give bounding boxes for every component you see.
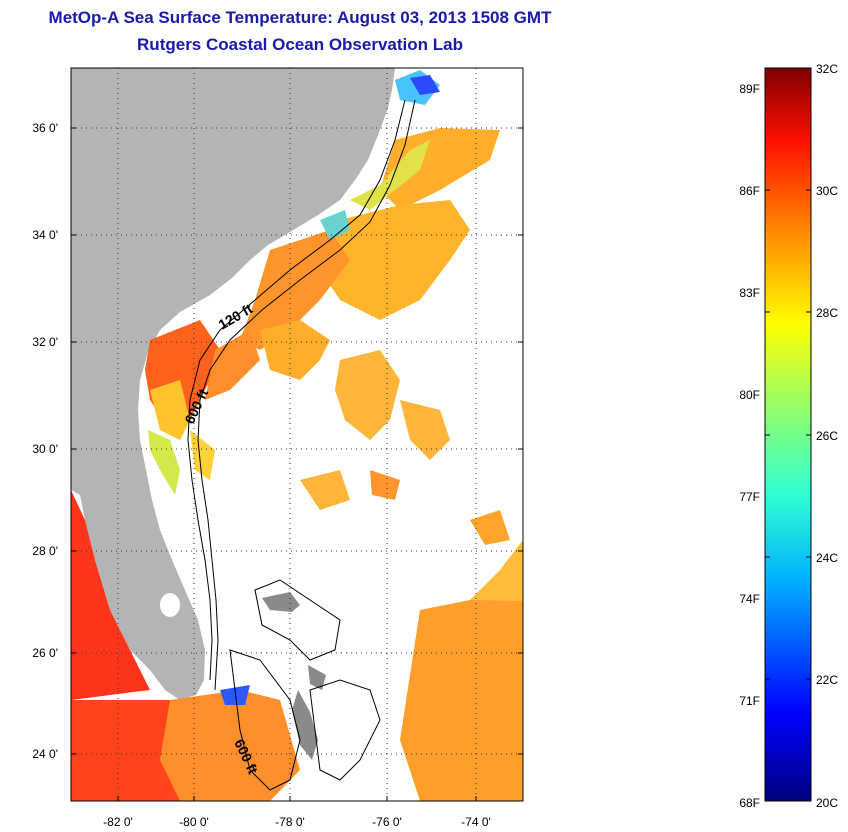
colorbar-fahrenheit-label: 83F <box>739 286 760 300</box>
colorbar-celsius-label: 20C <box>816 796 839 810</box>
lat-label: 34 0' <box>32 228 58 242</box>
colorbar-fahrenheit-label: 86F <box>739 184 760 198</box>
bathymetry-contours <box>187 99 416 791</box>
lat-label: 26 0' <box>32 646 58 660</box>
colorbar-fahrenheit-label: 77F <box>739 490 760 504</box>
lat-label: 36 0' <box>32 121 58 135</box>
lat-label: 32 0' <box>32 335 58 349</box>
sst-patches <box>71 70 523 801</box>
lon-label: -74 0' <box>461 815 491 829</box>
lon-label: -82 0' <box>103 815 133 829</box>
lon-label: -80 0' <box>179 815 209 829</box>
lat-label: 30 0' <box>32 442 58 456</box>
map-title: MetOp-A Sea Surface Temperature: August … <box>48 8 552 27</box>
colorbar-fahrenheit-label: 68F <box>739 796 760 810</box>
colorbar-fahrenheit-label: 74F <box>739 592 760 606</box>
lat-label: 24 0' <box>32 747 58 761</box>
graticule <box>71 68 523 801</box>
map-frame <box>70 67 524 802</box>
map-subtitle: Rutgers Coastal Ocean Observation Lab <box>137 35 463 54</box>
lon-label: -76 0' <box>372 815 402 829</box>
axis-ticks <box>71 127 523 801</box>
lon-label: -78 0' <box>275 815 305 829</box>
colorbar-celsius-label: 32C <box>816 62 839 76</box>
colorbar-fahrenheit-label: 89F <box>739 82 760 96</box>
land-bahamas <box>262 592 326 760</box>
colorbar-celsius-label: 22C <box>816 673 839 687</box>
colorbar-fahrenheit-label: 80F <box>739 388 760 402</box>
land-mainland <box>71 68 395 700</box>
colorbar-celsius-label: 24C <box>816 551 839 565</box>
colorbar-celsius-label: 28C <box>816 306 839 320</box>
colorbar-celsius-label: 26C <box>816 429 839 443</box>
land-cuba <box>71 801 523 810</box>
colorbar <box>764 67 812 802</box>
lat-label: 28 0' <box>32 544 58 558</box>
colorbar-fahrenheit-label: 71F <box>739 694 760 708</box>
colorbar-celsius-label: 30C <box>816 184 839 198</box>
